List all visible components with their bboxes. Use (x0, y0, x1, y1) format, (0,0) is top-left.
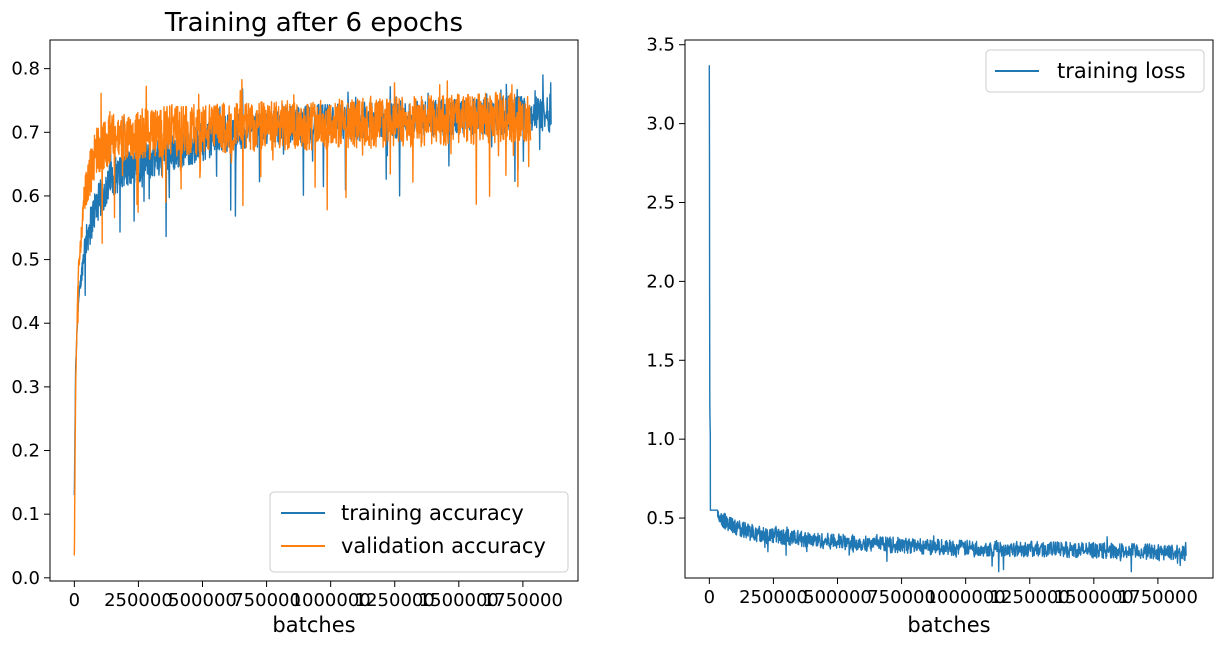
plot-area-frame (684, 39, 1214, 579)
y-tick-label: 0.8 (11, 59, 40, 80)
x-tick-label: 1000000 (926, 587, 1006, 608)
plot-area-frame (49, 39, 579, 582)
x-axis-label: batches (272, 613, 355, 637)
y-tick-label: 0.6 (11, 186, 40, 207)
x-tick-label: 1500000 (419, 590, 499, 611)
legend-label-validation-accuracy: validation accuracy (341, 534, 546, 558)
legend-box (269, 491, 569, 573)
y-tick-label: 0.7 (11, 122, 40, 143)
y-tick-label: 2.5 (646, 193, 675, 214)
y-tick-label: 0.5 (11, 250, 40, 271)
legend: training accuracy validation accuracy (269, 491, 569, 573)
legend-label-training-loss: training loss (1057, 59, 1186, 83)
x-tick-label: 750000 (867, 587, 936, 608)
x-tick-label: 0 (69, 590, 80, 611)
y-axis-ticks: 0.5 1.0 1.5 2.0 2.5 3.0 3.5 (646, 35, 685, 529)
y-tick-label: 0.2 (11, 441, 40, 462)
loss-chart: 0.5 1.0 1.5 2.0 2.5 3.0 3.5 0 25000050000075000… (646, 35, 1214, 637)
accuracy-chart: Training after 6 epochs 0.00.10.20.30.40… (11, 8, 579, 637)
x-tick-label: 1250000 (990, 587, 1070, 608)
legend-label-training-accuracy: training accuracy (341, 501, 524, 525)
y-tick-label: 0.0 (11, 568, 40, 589)
loss-series-layer (708, 65, 1187, 573)
x-tick-label: 1750000 (483, 590, 563, 611)
accuracy-series-layer (73, 74, 552, 556)
x-tick-label: 1500000 (1054, 587, 1134, 608)
y-tick-label: 3.5 (646, 35, 675, 56)
x-tick-label: 500000 (168, 590, 237, 611)
y-tick-label: 3.0 (646, 114, 675, 135)
y-tick-label: 0.3 (11, 377, 40, 398)
x-axis-label: batches (907, 613, 990, 637)
legend-box (985, 49, 1205, 93)
y-axis-ticks: 0.0 0.1 0.2 0.3 0.4 0.5 0.6 0.7 0.8 (11, 59, 50, 589)
x-axis-ticks: 0 250000500000750000100000012500001500000… (704, 578, 1198, 608)
y-tick-label: 0.5 (646, 508, 675, 529)
x-tick-label: 1000000 (291, 590, 371, 611)
x-tick-label: 1250000 (355, 590, 435, 611)
chart-title: Training after 6 epochs (164, 8, 463, 38)
x-axis-ticks: 0 250000500000750000100000012500001500000… (69, 581, 563, 611)
y-tick-label: 1.0 (646, 429, 675, 450)
x-tick-label: 750000 (232, 590, 301, 611)
y-tick-label: 0.1 (11, 504, 40, 525)
series-line-training-loss (708, 65, 1187, 573)
x-tick-label: 1750000 (1118, 587, 1198, 608)
x-tick-label: 250000 (739, 587, 808, 608)
x-tick-label: 0 (704, 587, 715, 608)
y-tick-label: 1.5 (646, 350, 675, 371)
x-tick-label: 500000 (803, 587, 872, 608)
y-tick-label: 0.4 (11, 313, 40, 334)
y-tick-label: 2.0 (646, 271, 675, 292)
series-line-validation-accuracy (73, 78, 532, 556)
x-tick-label: 250000 (104, 590, 173, 611)
legend: training loss (985, 49, 1205, 93)
